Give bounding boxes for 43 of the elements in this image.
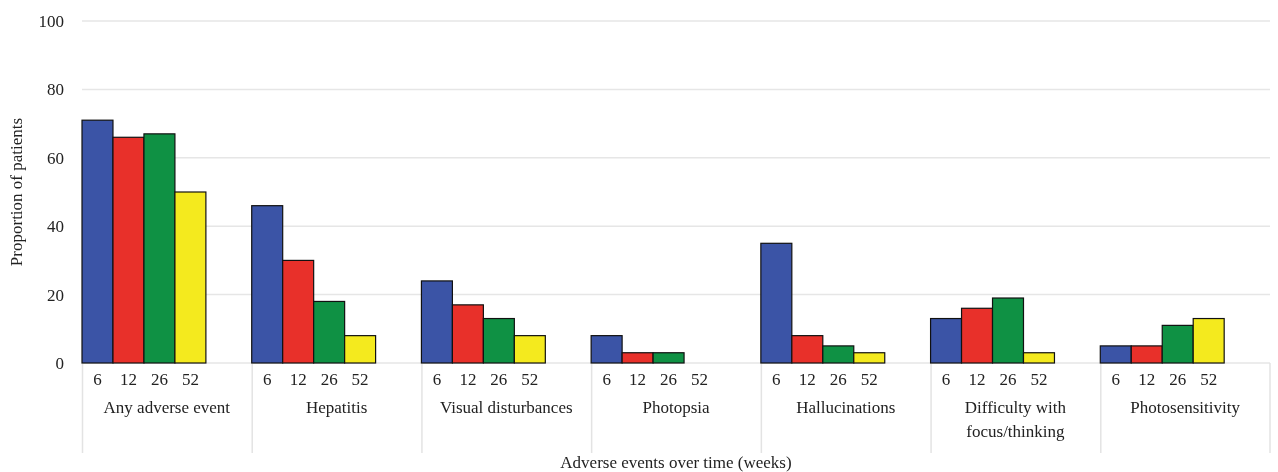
text: 52: [691, 370, 709, 389]
x-tick-label: Difficulty with focus/thinking: [964, 398, 1067, 441]
text: 12: [289, 370, 307, 389]
text: 26: [660, 370, 678, 389]
x-tick-label: Hallucinations: [796, 398, 896, 417]
x-tick-label: Photosensitivity: [1130, 398, 1241, 417]
text: 26: [490, 370, 508, 389]
y-tick-label: 0: [55, 353, 64, 373]
y-tick-label: 40: [47, 217, 64, 237]
text: 12: [798, 370, 816, 389]
text: 26: [320, 370, 338, 389]
y-tick-label: 100: [38, 11, 64, 31]
text: 6: [262, 370, 272, 389]
series-label: 6: [93, 370, 102, 389]
x-tick-label: Photopsia: [642, 398, 710, 417]
text: 52: [1030, 370, 1048, 389]
text: 52: [351, 370, 369, 389]
text: 12: [629, 370, 647, 389]
text: 6: [772, 370, 781, 389]
text: 26: [829, 370, 847, 389]
y-tick-label: 20: [47, 285, 64, 305]
text: 6: [602, 370, 611, 389]
text: 6: [432, 370, 442, 389]
text: 26: [1169, 370, 1187, 389]
text: 26: [999, 370, 1017, 389]
text: 6: [1111, 370, 1121, 389]
x-tick-label: Visual disturbances: [439, 398, 573, 417]
y-axis-title: Proportion of patients: [7, 117, 26, 267]
text: 12: [1138, 370, 1156, 389]
x-tick-label: Hepatitis: [305, 398, 368, 417]
x-axis-title: Adverse events over time (weeks): [560, 453, 792, 472]
series-label: 12: [119, 370, 137, 389]
text: 52: [521, 370, 539, 389]
text: 12: [968, 370, 986, 389]
text: 52: [1200, 370, 1218, 389]
text: 52: [860, 370, 878, 389]
text: 6: [941, 370, 951, 389]
series-label: 26: [150, 370, 168, 389]
y-tick-label: 60: [47, 148, 64, 168]
text: 12: [459, 370, 477, 389]
x-tick-label: Any adverse event: [103, 398, 231, 417]
series-label: 52: [181, 370, 199, 389]
y-tick-label: 80: [47, 80, 64, 100]
